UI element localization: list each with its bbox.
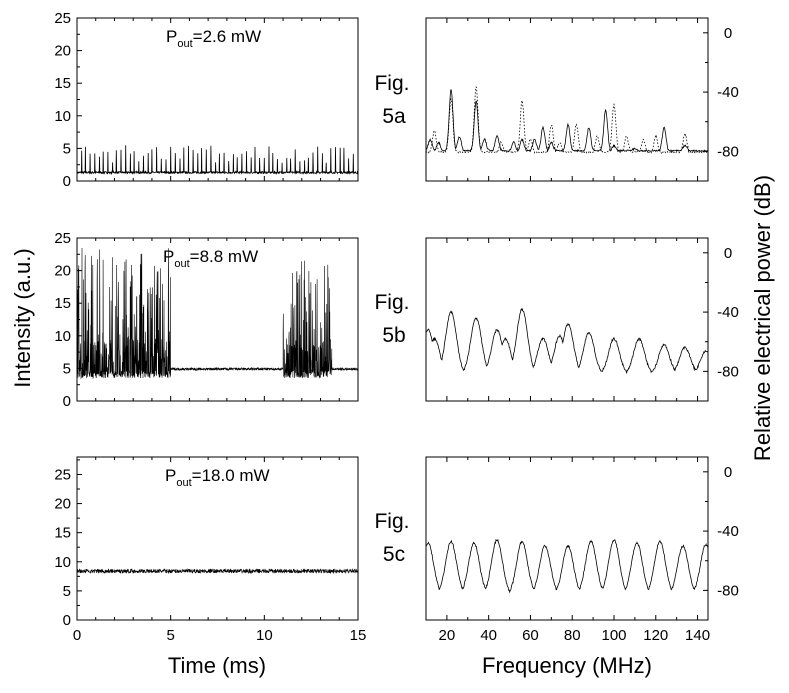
spectrum-b-ytick-label: 0 [724, 245, 732, 262]
trace-time-c [76, 567, 359, 575]
trace-time-b [76, 247, 359, 380]
spectrum-c-xtick-label: 80 [564, 627, 581, 644]
trace-spectrum-a-dotted [425, 86, 709, 156]
trace-time-a [76, 145, 359, 175]
y-axis-label-power: Relative electrical power (dB) [750, 175, 775, 461]
trace-spectrum-c-spectrum [425, 538, 709, 594]
time-c-ytick-label: 20 [54, 496, 71, 513]
spectrum-plot-b-frame [425, 237, 709, 402]
trace-spectrum-a-solid [425, 89, 709, 154]
spectrum-b-ytick-label: -40 [717, 304, 739, 321]
spectrum-a-ytick-label: -80 [717, 143, 739, 160]
time-b-ytick-label: 5 [63, 360, 71, 377]
power-annotation-b: Pout=8.8 mW [163, 247, 258, 270]
spectrum-c-xtick-label: 100 [601, 627, 626, 644]
time-b-ytick-label: 25 [54, 230, 71, 247]
time-c-ytick-label: 15 [54, 525, 71, 542]
time-a-ytick-label: 15 [54, 75, 71, 92]
x-axis-label-frequency: Frequency (MHz) [482, 653, 652, 678]
x-axis-label-time: Time (ms) [168, 653, 266, 678]
time-b-ytick-label: 0 [63, 393, 71, 410]
fig-label-5c-line1: Fig. [374, 510, 409, 533]
spectrum-c-ytick-label: -40 [717, 523, 739, 540]
spectrum-c-xtick-label: 60 [522, 627, 539, 644]
time-c-ytick-label: 0 [63, 612, 71, 629]
spectrum-plot-c-frame [425, 456, 709, 621]
y-axis-label-intensity: Intensity (a.u.) [10, 248, 35, 387]
fig-label-5b-line2: 5b [382, 324, 405, 347]
time-a-ytick-label: 5 [63, 140, 71, 157]
power-annotation-c: Pout=18.0 mW [165, 466, 270, 489]
time-c-ytick-label: 25 [54, 466, 71, 483]
time-b-ytick-label: 20 [54, 263, 71, 280]
tick-labels: 0 5 10 15 20 25 0 -40 -80 0 5 10 15 20 25 0 -40 -80 0 5 10 15… [54, 10, 739, 644]
fig-label-5b-line1: Fig. [374, 291, 409, 314]
spectrum-c-xtick-label: 120 [643, 627, 668, 644]
fig-label-5a-line1: Fig. [374, 72, 409, 95]
time-plot-c-frame [76, 456, 359, 621]
trace-spectrum-b-spectrum [425, 307, 709, 375]
spectrum-c-ytick-label: -80 [717, 582, 739, 599]
spectrum-c-xtick-label: 40 [480, 627, 497, 644]
time-a-ytick-label: 20 [54, 43, 71, 60]
fig-label-5c-line2: 5c [383, 543, 405, 566]
time-a-ytick-label: 25 [54, 10, 71, 27]
time-a-ytick-label: 10 [54, 108, 71, 125]
fig-label-5a-line2: 5a [382, 105, 406, 128]
time-c-xtick-label: 5 [166, 627, 174, 644]
time-c-xtick-label: 10 [256, 627, 273, 644]
spectrum-c-xtick-label: 140 [685, 627, 710, 644]
time-c-ytick-label: 5 [63, 583, 71, 600]
spectrum-b-ytick-label: -80 [717, 363, 739, 380]
axis-ticks [76, 17, 708, 621]
spectrum-a-ytick-label: -40 [717, 84, 739, 101]
time-a-ytick-label: 0 [63, 173, 71, 190]
time-c-xtick-label: 15 [350, 627, 367, 644]
spectrum-plot-a-frame [425, 17, 709, 182]
data-traces [76, 86, 709, 594]
time-c-xtick-label: 0 [73, 627, 81, 644]
spectrum-a-ytick-label: 0 [724, 25, 732, 42]
spectrum-c-ytick-label: 0 [724, 464, 732, 481]
time-b-ytick-label: 10 [54, 328, 71, 345]
power-annotation-a: Pout=2.6 mW [166, 27, 261, 50]
spectrum-c-xtick-label: 20 [439, 627, 456, 644]
time-c-ytick-label: 10 [54, 554, 71, 571]
time-b-ytick-label: 15 [54, 295, 71, 312]
